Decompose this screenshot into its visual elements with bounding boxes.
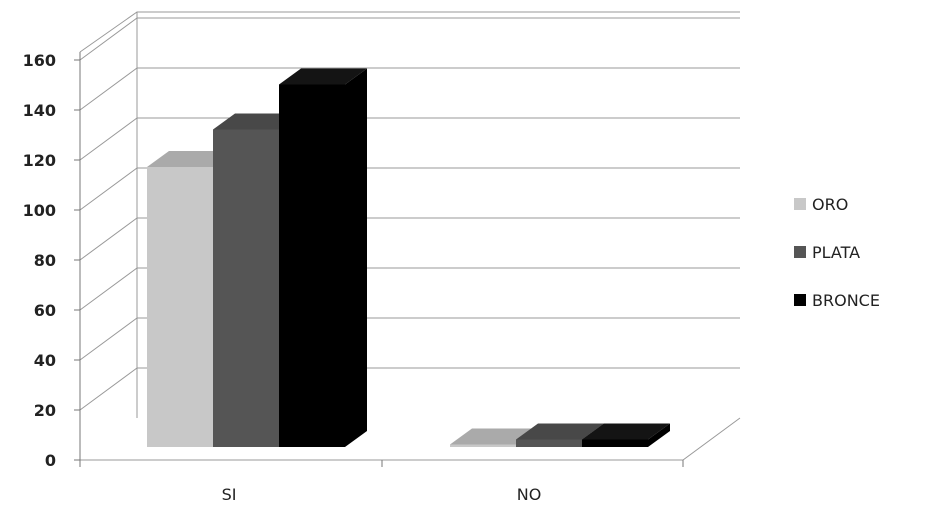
bar-top [516,423,604,440]
y-tick-label: 140 [23,101,56,120]
y-tick-label: 120 [23,151,56,170]
legend-swatch [794,294,806,306]
legend-item-oro: ORO [794,195,848,214]
y-axis-ticks: 0 20 40 60 80 100 120 140 160 [23,51,56,470]
bar-bronce-no [582,423,670,447]
y-tick-label: 160 [23,51,56,70]
legend-item-plata: PLATA [794,243,860,262]
bar-front [516,439,582,447]
gridline [79,167,740,211]
gridline [79,17,740,61]
gridline [79,67,740,111]
bar-top [279,68,367,85]
gridlines [79,11,740,411]
bar-side [648,423,670,447]
bar-top [582,423,670,440]
gridline [79,367,740,411]
gridline [79,217,740,261]
legend-item-bronce: BRONCE [794,291,880,310]
y-tick-label: 40 [34,351,56,370]
axes [74,52,684,467]
legend-label: BRONCE [812,291,880,310]
gridline [79,267,740,311]
legend-swatch [794,246,806,258]
y-tick-label: 80 [34,251,56,270]
legend: ORO PLATA BRONCE [794,195,880,310]
y-tick-label: 100 [23,201,56,220]
x-axis-categories: SI NO [222,485,542,504]
bar-front [213,129,279,447]
bar-front [450,444,516,447]
x-category-label: SI [222,485,237,504]
bar-front [147,167,213,447]
bars [147,68,670,447]
gridline [79,317,740,361]
legend-swatch [794,198,806,210]
legend-label: PLATA [812,243,860,262]
bar-bronce-si [279,68,367,447]
y-tick-label: 0 [45,451,56,470]
y-tick-label: 20 [34,401,56,420]
bar-side [345,68,367,447]
gridline [79,117,740,161]
gridline-top [79,11,740,53]
y-tick-label: 60 [34,301,56,320]
legend-label: ORO [812,195,848,214]
x-category-label: NO [517,485,542,504]
bar-front [279,84,345,447]
bar-front [582,439,648,447]
